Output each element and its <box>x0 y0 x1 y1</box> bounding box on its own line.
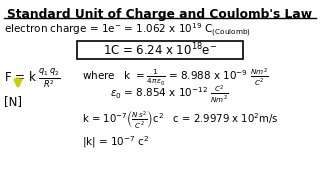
Text: |k| = 10$^{-7}$ c$^2$: |k| = 10$^{-7}$ c$^2$ <box>82 134 149 150</box>
Text: [N]: [N] <box>4 95 22 108</box>
Text: electron charge = 1e$^{-}$ = 1.062 x 10$^{19}$ C$_{\mathregular{(Coulomb)}}$: electron charge = 1e$^{-}$ = 1.062 x 10$… <box>4 22 251 39</box>
Text: k = 10$^{-7}$$\left(\frac{N\,s^2}{C^2}\right)$c$^2$   c = 2.9979 x 10$^{2}$m/s: k = 10$^{-7}$$\left(\frac{N\,s^2}{C^2}\r… <box>82 108 279 130</box>
Text: F = k $\frac{q_1\,q_2}{R^2}$: F = k $\frac{q_1\,q_2}{R^2}$ <box>4 67 60 90</box>
Text: 1C = 6.24 x 10$^{18}$e$^{-}$: 1C = 6.24 x 10$^{18}$e$^{-}$ <box>103 42 217 58</box>
Text: Standard Unit of Charge and Coulomb's Law: Standard Unit of Charge and Coulomb's La… <box>7 8 313 21</box>
Text: $\varepsilon_0$ = 8.854 x 10$^{-12}$ $\frac{C^2}{Nm^2}$: $\varepsilon_0$ = 8.854 x 10$^{-12}$ $\f… <box>110 84 228 105</box>
FancyBboxPatch shape <box>77 41 243 59</box>
Text: where   k $= \frac{1}{4\,\pi\varepsilon_0}$ = 8.988 x 10$^{-9}$ $\frac{Nm^2}{C^2: where k $= \frac{1}{4\,\pi\varepsilon_0}… <box>82 67 268 88</box>
